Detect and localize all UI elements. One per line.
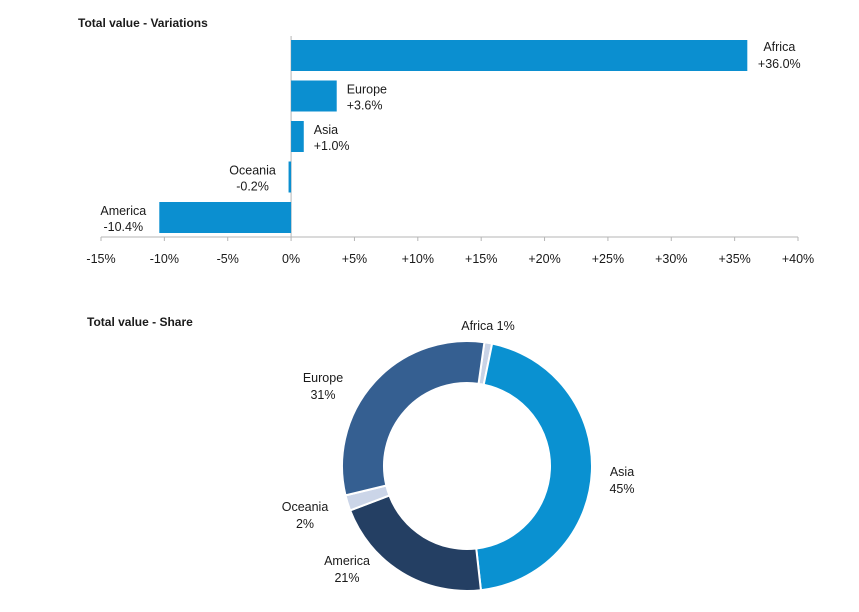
bar-category-label: Oceania [229,164,276,178]
donut-value-label: 45% [609,482,634,496]
bar-category-label: Africa [763,40,795,54]
donut-value-label: 21% [334,571,359,585]
bar [288,161,292,193]
x-tick-label: -15% [86,252,115,266]
x-tick-label: +15% [465,252,497,266]
donut-slice [348,494,483,592]
bar-category-label: Asia [314,123,338,137]
donut-slice-label: America [324,554,370,568]
donut-slice [341,340,486,497]
donut-value-label: 31% [310,388,335,402]
x-tick-label: +10% [402,252,434,266]
bar-value-label: +1.0% [314,139,350,153]
donut-slice-label: Asia [610,465,634,479]
x-tick-label: +40% [782,252,814,266]
x-tick-label: +35% [718,252,750,266]
donut-slice [475,342,593,592]
x-tick-label: +25% [592,252,624,266]
x-tick-label: -10% [150,252,179,266]
bar [291,80,337,112]
bar-value-label: +3.6% [347,99,383,113]
bar [159,202,292,233]
bar-value-label: -10.4% [103,220,143,234]
bar-value-label: -0.2% [236,180,269,194]
x-tick-label: +30% [655,252,687,266]
bar-chart-title: Total value - Variations [78,16,208,30]
donut-slice-label: Africa 1% [461,319,515,333]
bar [291,121,304,152]
donut-slice-label: Oceania [282,500,329,514]
x-tick-label: 0% [282,252,300,266]
x-tick-label: +20% [528,252,560,266]
bar [291,40,748,71]
x-tick-label: +5% [342,252,367,266]
donut-chart-title: Total value - Share [87,315,193,329]
x-tick-label: -5% [217,252,239,266]
bar-category-label: America [100,204,146,218]
bar-value-label: +36.0% [758,57,801,71]
donut-slice-label: Europe [303,371,343,385]
bar-category-label: Europe [347,83,387,97]
donut-value-label: 2% [296,517,314,531]
